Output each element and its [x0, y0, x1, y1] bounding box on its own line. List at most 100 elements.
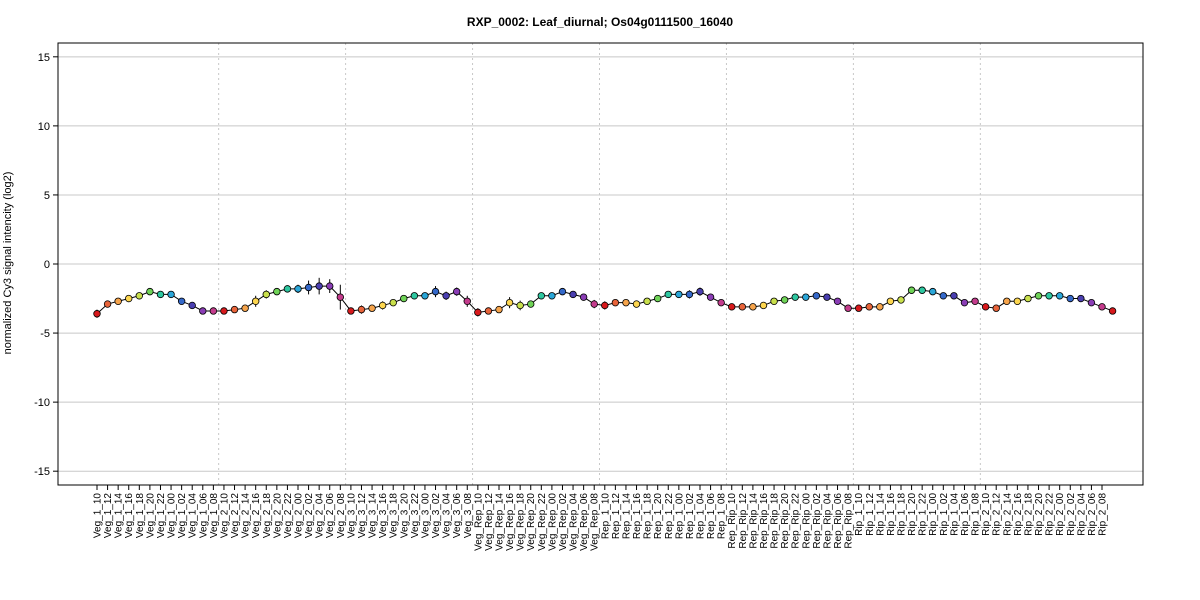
x-tick-label: Veg_Rep_06 — [579, 493, 590, 551]
x-tick-label: Rep_1_10 — [600, 493, 611, 540]
data-point — [421, 292, 429, 300]
x-tick-label: Rip_1_14 — [875, 493, 886, 536]
data-point — [706, 293, 715, 301]
data-point — [601, 301, 609, 310]
x-tick-label: Veg_2_14 — [241, 493, 252, 538]
x-tick-label: Rep_Rip_14 — [748, 493, 759, 549]
x-tick-label: Veg_Rep_10 — [473, 493, 484, 551]
data-point — [463, 297, 471, 305]
x-tick-label: Rep_1_14 — [621, 493, 632, 540]
data-point — [495, 305, 503, 314]
x-tick-label: Rip_1_00 — [928, 493, 939, 536]
y-tick-label: 10 — [38, 121, 50, 133]
x-tick-label: Veg_1_02 — [177, 493, 188, 538]
data-point — [326, 282, 334, 290]
x-tick-label: Rip_1_12 — [865, 493, 876, 536]
data-point — [780, 296, 789, 304]
data-point — [558, 287, 567, 296]
x-tick-label: Rep_Rip_12 — [738, 493, 749, 549]
x-tick-label: Rip_2_16 — [1013, 493, 1024, 536]
x-tick-label: Rip_2_00 — [1055, 493, 1066, 536]
x-tick-label: Veg_3_08 — [463, 493, 474, 538]
data-points — [93, 282, 1117, 318]
data-point — [273, 287, 281, 296]
data-point — [527, 300, 535, 308]
x-tick-label: Rep_Rip_10 — [727, 493, 738, 549]
x-tick-label: Rip_1_02 — [939, 493, 950, 536]
data-point — [431, 287, 440, 296]
data-point — [981, 303, 990, 311]
data-point — [738, 303, 747, 311]
data-point — [632, 300, 641, 308]
x-tick-label: Rip_1_22 — [918, 493, 929, 536]
x-tick-label: Veg_2_18 — [262, 493, 273, 538]
x-tick-label: Rep_Rip_02 — [812, 493, 823, 549]
data-point — [537, 292, 546, 300]
data-point — [886, 297, 895, 305]
x-tick-label: Rep_1_12 — [611, 493, 622, 540]
x-tick-label: Veg_2_08 — [336, 493, 347, 538]
x-tick-label: Veg_3_00 — [420, 493, 431, 538]
x-tick-label: Rip_2_04 — [1076, 493, 1087, 536]
data-point — [1077, 294, 1085, 303]
x-tick-label: Rep_Rip_08 — [844, 493, 855, 549]
data-point — [865, 303, 873, 311]
x-tick-label: Rip_1_20 — [907, 493, 918, 536]
x-tick-label: Veg_1_04 — [188, 493, 199, 538]
x-tick-label: Veg_Rep_08 — [590, 493, 601, 551]
chart-title: RXP_0002: Leaf_diurnal; Os04g0111500_160… — [467, 15, 734, 29]
data-point — [452, 287, 461, 296]
x-tick-label: Rep_1_18 — [643, 493, 654, 540]
data-point — [622, 298, 630, 307]
x-tick-label: Rep_1_16 — [632, 493, 643, 540]
series-line — [96, 285, 1113, 315]
gridlines — [58, 56, 1143, 472]
data-point — [199, 307, 207, 315]
x-tick-label: Rep_1_00 — [674, 493, 685, 540]
x-tick-label: Rip_2_18 — [1023, 493, 1034, 536]
x-tick-label: Rep_1_20 — [653, 493, 664, 540]
data-point — [125, 294, 133, 303]
x-tick-label: Veg_2_00 — [294, 493, 305, 538]
x-tick-label: Veg_Rep_20 — [526, 493, 537, 551]
data-point — [590, 300, 598, 308]
data-point — [114, 297, 122, 305]
data-point — [188, 301, 196, 310]
data-point — [728, 303, 736, 311]
data-point — [146, 287, 154, 296]
x-axis: Veg_1_10 Veg_1_12 Veg_1_14 Veg_1_16 Veg_1_18… — [93, 485, 1109, 551]
x-tick-label: Veg_Rep_22 — [537, 493, 548, 551]
x-tick-label: Veg_1_14 — [114, 493, 125, 538]
data-point — [823, 293, 831, 301]
x-tick-label: Rip_1_18 — [897, 493, 908, 536]
data-point — [241, 304, 249, 312]
data-point — [569, 290, 577, 299]
x-tick-label: Rep_Rip_18 — [770, 493, 781, 549]
data-point — [442, 292, 450, 300]
data-point — [167, 290, 175, 299]
x-tick-label: Veg_2_02 — [304, 493, 315, 538]
data-point — [336, 293, 345, 301]
data-point — [759, 301, 768, 310]
x-tick-label: Rep_1_08 — [717, 493, 728, 540]
data-point — [579, 293, 588, 301]
data-point — [368, 304, 376, 312]
x-tick-label: Veg_3_12 — [357, 493, 368, 538]
x-tick-label: Veg_1_16 — [124, 493, 135, 538]
data-point — [717, 298, 725, 307]
x-tick-label: Rip_2_14 — [1002, 493, 1013, 536]
x-tick-label: Veg_Rep_00 — [547, 493, 558, 551]
y-axis: -15 -10 -5 0 5 10 15 — [34, 52, 58, 478]
data-point — [696, 287, 704, 296]
x-tick-label: Veg_Rep_14 — [495, 493, 506, 551]
x-tick-label: Veg_1_22 — [156, 493, 167, 538]
data-point — [177, 297, 186, 305]
x-tick-label: Rip_1_08 — [971, 493, 982, 536]
x-tick-label: Veg_2_22 — [283, 493, 294, 538]
y-tick-label: 5 — [44, 190, 50, 202]
data-point — [611, 298, 620, 307]
x-tick-label: Rip_1_10 — [854, 493, 865, 536]
data-point — [294, 285, 302, 293]
x-tick-label: Rep_Rip_16 — [759, 493, 770, 549]
